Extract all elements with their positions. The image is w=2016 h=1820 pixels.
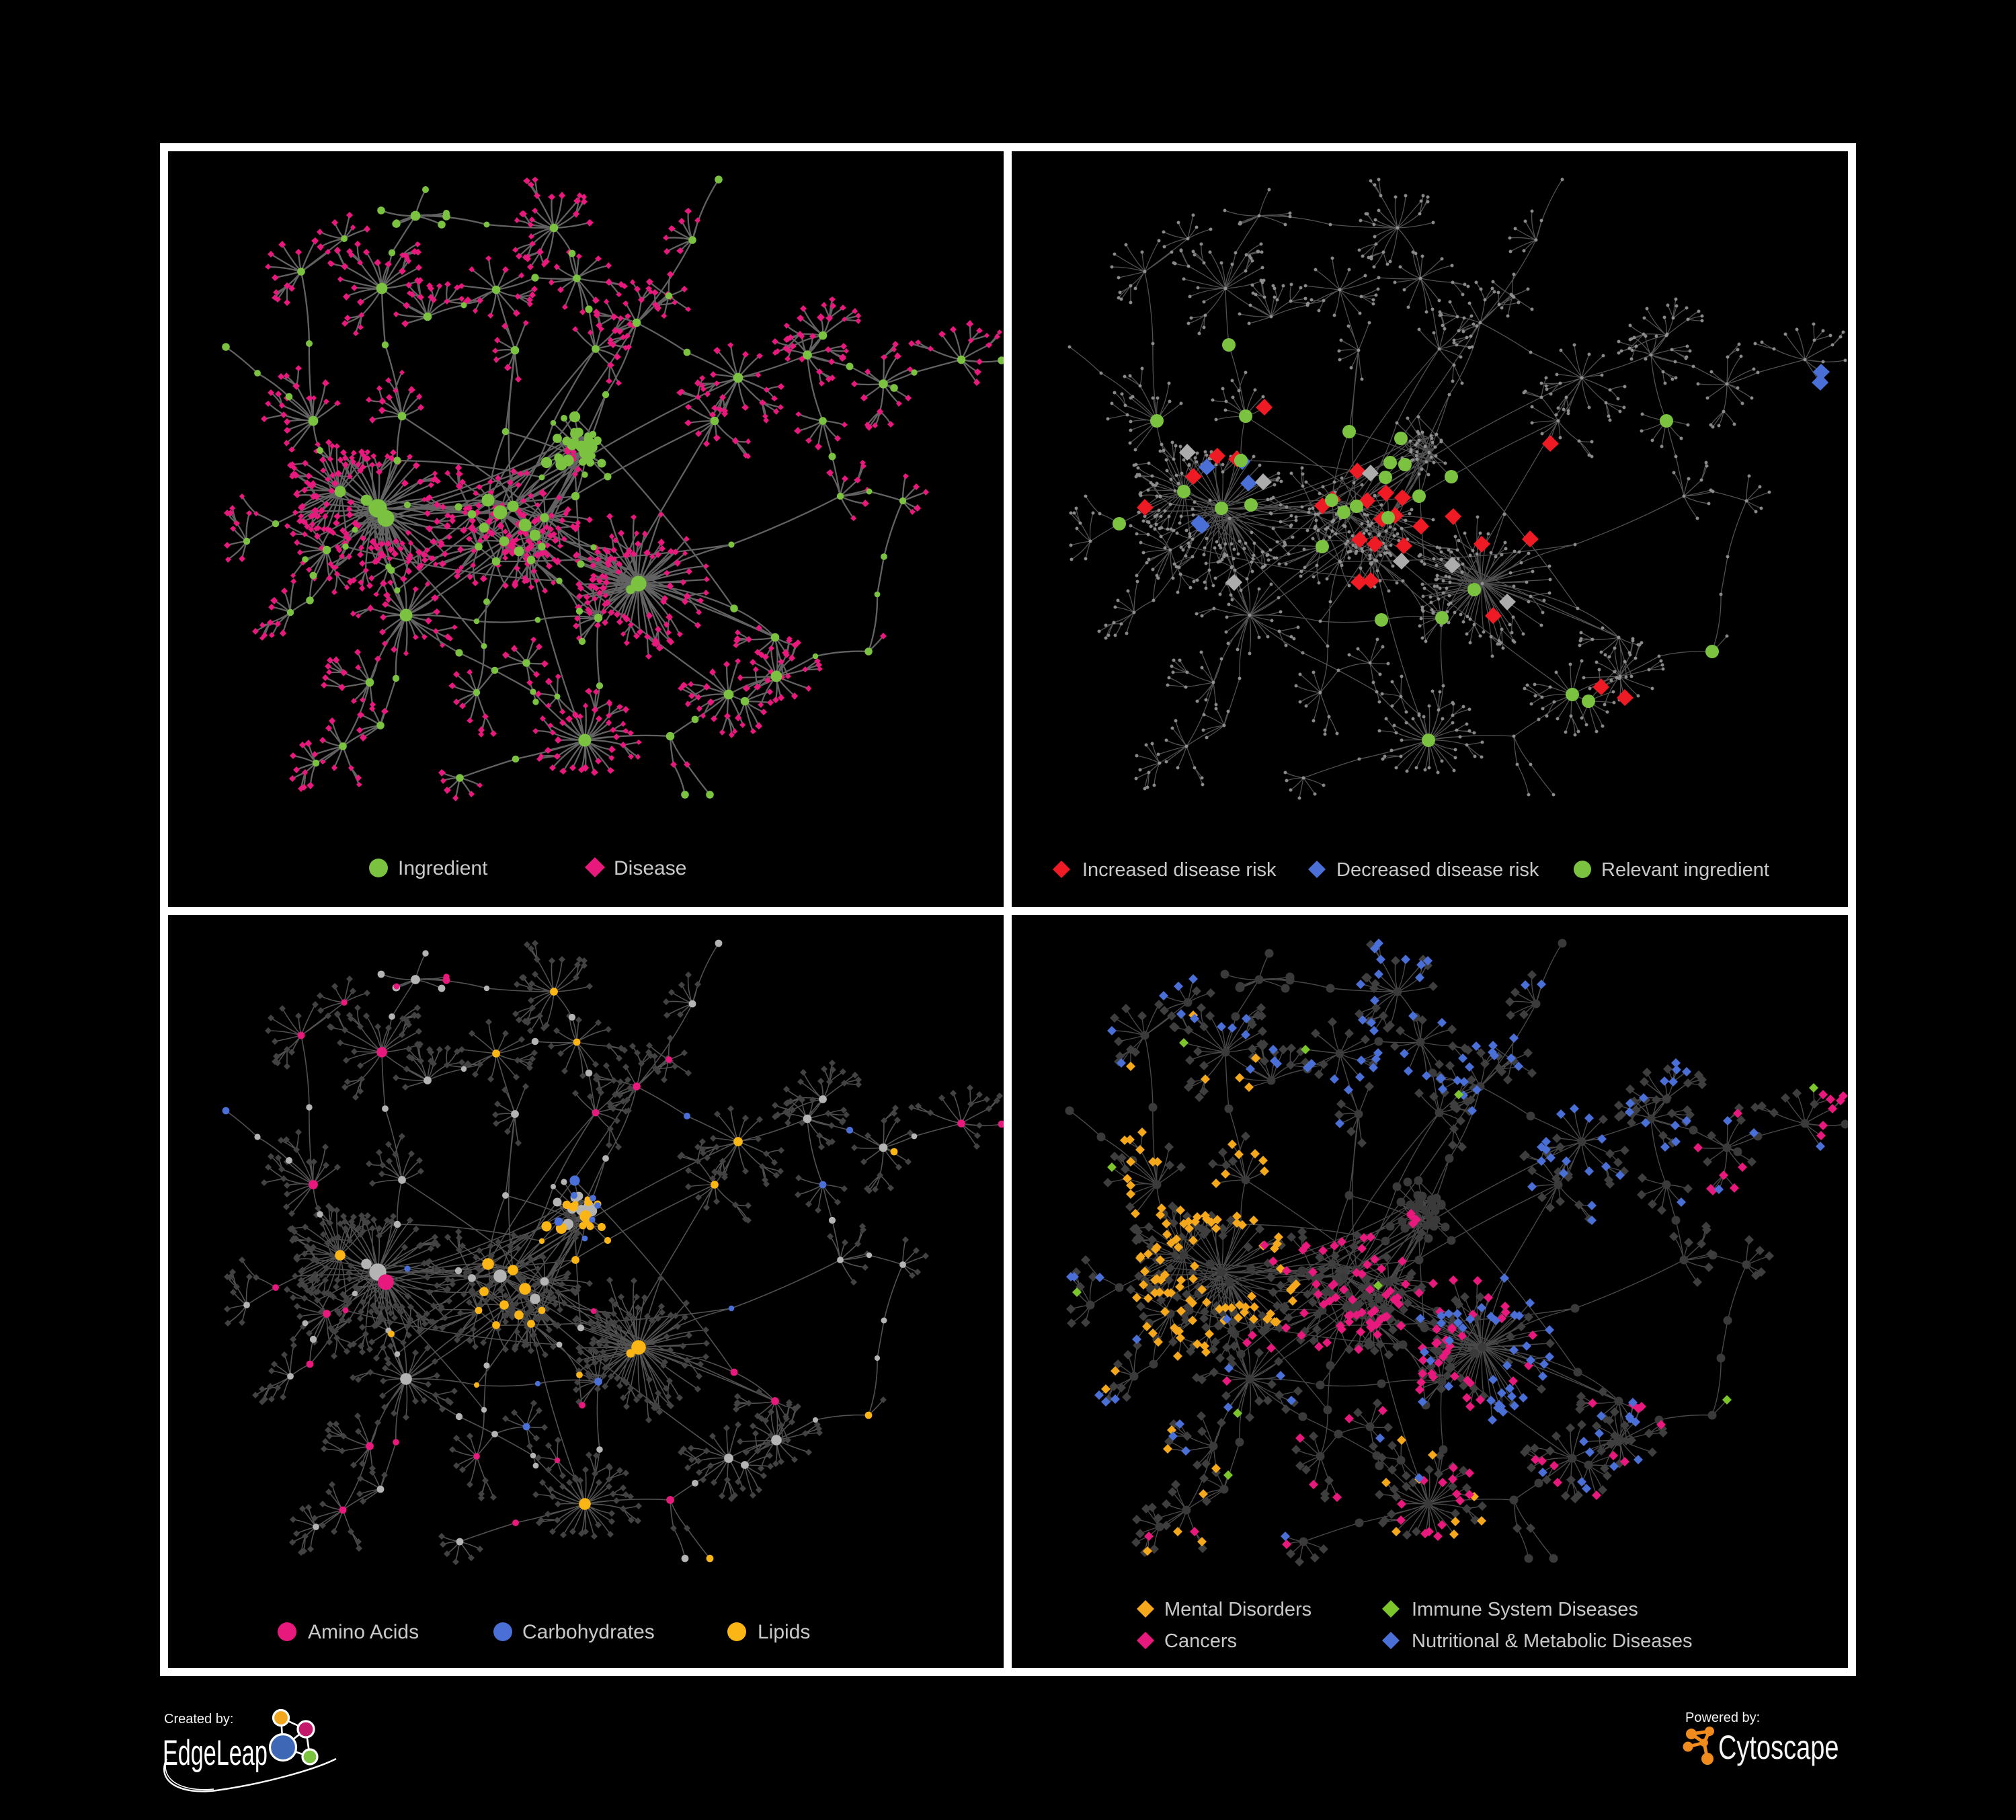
svg-text:Amino Acids: Amino Acids xyxy=(308,1621,419,1643)
svg-text:Created by:: Created by: xyxy=(164,1712,233,1727)
svg-text:Carbohydrates: Carbohydrates xyxy=(522,1621,655,1643)
svg-text:Mental Disorders: Mental Disorders xyxy=(1164,1599,1312,1620)
svg-text:Nutritional & Metabolic Diseas: Nutritional & Metabolic Diseases xyxy=(1412,1630,1692,1652)
svg-text:Cytoscape: Cytoscape xyxy=(1718,1729,1839,1766)
svg-text:Ingredient: Ingredient xyxy=(398,857,488,879)
svg-text:Relevant ingredient: Relevant ingredient xyxy=(1601,859,1769,881)
svg-text:Cancers: Cancers xyxy=(1164,1630,1237,1652)
svg-text:EdgeLeap: EdgeLeap xyxy=(163,1734,268,1773)
svg-text:Lipids: Lipids xyxy=(758,1621,810,1643)
svg-text:Decreased disease risk: Decreased disease risk xyxy=(1336,859,1539,881)
svg-text:Powered by:: Powered by: xyxy=(1685,1710,1760,1725)
svg-text:Increased disease risk: Increased disease risk xyxy=(1082,859,1277,881)
svg-text:Immune System Diseases: Immune System Diseases xyxy=(1412,1599,1638,1620)
svg-text:Disease: Disease xyxy=(614,857,686,879)
